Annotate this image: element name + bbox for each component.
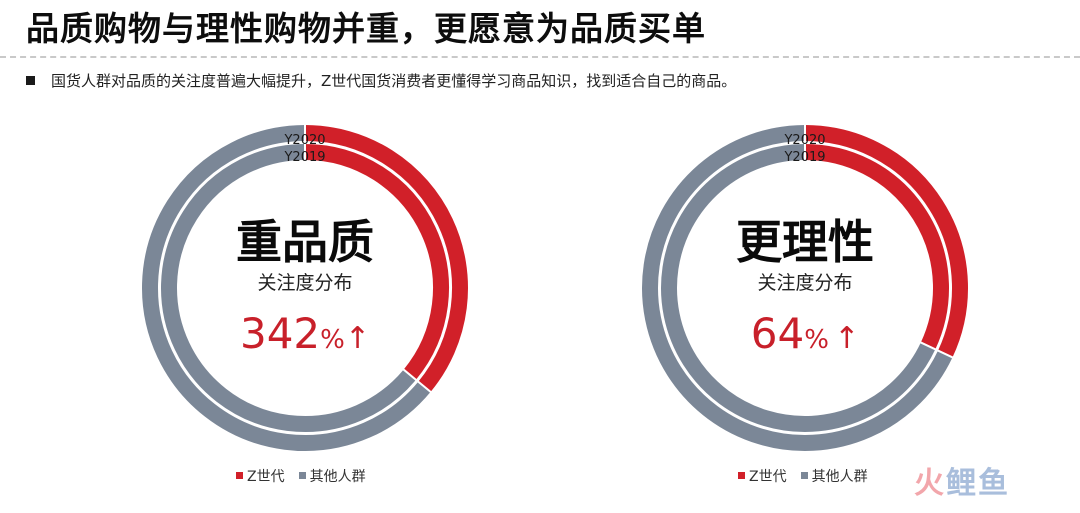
legend-swatch-gray	[800, 472, 808, 479]
donut-slice-outer-others	[642, 125, 953, 451]
legend-label: 其他人群	[309, 469, 366, 485]
watermark-part-1: 火	[914, 466, 946, 501]
legend-label: 其他人群	[811, 469, 868, 485]
legend-label: Z世代	[247, 469, 285, 485]
legend-label: Z世代	[749, 469, 787, 485]
legend-item-others: 其他人群	[298, 469, 366, 485]
brand-watermark: 火鲤鱼	[914, 464, 1010, 504]
donut-chart-rational: Y2020 Y2019 更理性 关注度分布 64% ↑	[640, 118, 970, 458]
ring-label-outer: Y2020	[784, 133, 826, 148]
donut-slice-inner-z-gen	[304, 144, 449, 380]
growth-figure: 342%↑	[140, 308, 470, 369]
legend-rational: Z世代 其他人群	[738, 467, 882, 487]
legend-swatch-red	[236, 472, 243, 479]
center-title: 更理性	[736, 215, 874, 269]
donut-slice-outer-others	[142, 125, 431, 451]
growth-value: 64	[750, 309, 805, 358]
growth-unit: %	[320, 325, 345, 355]
donut-slice-inner-others	[161, 144, 416, 432]
bullet-text: 国货人群对品质的关注度普遍大幅提升，Z世代国货消费者更懂得学习商品知识，找到适合…	[51, 72, 737, 90]
center-subtitle: 关注度分布	[257, 272, 353, 294]
title-divider	[0, 56, 1080, 58]
ring-label-inner: Y2019	[284, 150, 326, 165]
donut-slice-outer-z-gen	[804, 125, 968, 358]
center-subtitle: 关注度分布	[757, 272, 853, 294]
donut-rings	[142, 124, 468, 451]
ring-label-outer: Y2020	[284, 133, 326, 148]
donut-slice-outer-z-gen	[304, 125, 468, 392]
up-arrow-icon: ↑	[344, 321, 371, 356]
legend-swatch-red	[738, 472, 745, 479]
bullet-square-icon	[26, 76, 35, 85]
legend-quality: Z世代 其他人群	[236, 467, 380, 487]
slice-separator	[402, 368, 433, 394]
watermark-part-2: 鲤鱼	[946, 466, 1010, 501]
page-title: 品质购物与理性购物并重，更愿意为品质买单	[26, 9, 706, 48]
bullet-point: 国货人群对品质的关注度普遍大幅提升，Z世代国货消费者更懂得学习商品知识，找到适合…	[26, 70, 736, 92]
growth-unit: %	[804, 325, 829, 355]
up-arrow-icon: ↑	[834, 321, 860, 356]
slice-separator	[919, 341, 954, 359]
center-title: 重品质	[236, 215, 374, 269]
growth-figure: 64% ↑	[640, 308, 970, 369]
legend-swatch-gray	[298, 472, 306, 479]
legend-item-z-gen: Z世代	[738, 469, 787, 485]
donut-chart-quality: Y2020 Y2019 重品质 关注度分布 342%↑	[140, 118, 470, 458]
legend-item-others: 其他人群	[800, 469, 868, 485]
donut-slice-inner-z-gen	[804, 144, 949, 350]
legend-item-z-gen: Z世代	[236, 469, 285, 485]
donut-rings	[642, 124, 968, 451]
ring-label-inner: Y2019	[784, 150, 826, 165]
growth-value: 342	[239, 309, 321, 358]
donut-slice-inner-others	[661, 144, 936, 432]
